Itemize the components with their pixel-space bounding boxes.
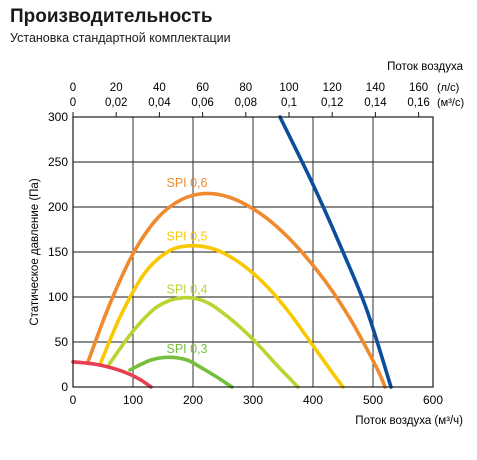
ls-tick-label: 140 — [366, 82, 385, 94]
series-line-spi-0-3 — [128, 355, 234, 389]
m3s-tick-label: 0,08 — [235, 97, 257, 109]
x-tick-label: 300 — [243, 393, 263, 407]
x-tick-label: 100 — [123, 393, 143, 407]
series-label: SPI 0,3 — [167, 342, 208, 356]
x-tick-label: 500 — [363, 393, 383, 407]
m3s-tick-label: 0,14 — [364, 97, 387, 109]
series-label: SPI 0,4 — [167, 282, 208, 296]
series-line — [278, 115, 393, 389]
x-axis-label: Поток воздуха (м³/ч) — [355, 415, 463, 427]
y-tick-label: 200 — [48, 200, 68, 214]
ls-tick-label: 60 — [196, 82, 209, 94]
series-line — [71, 360, 153, 389]
m3s-tick-label: 0,06 — [191, 97, 213, 109]
x-tick-label: 200 — [183, 393, 203, 407]
page-subtitle: Установка стандартной комплектации — [10, 31, 231, 45]
m3s-unit-label: (м³/с) — [437, 97, 464, 109]
series-line-spi-0-5 — [98, 243, 345, 389]
m3s-tick-label: 0,1 — [281, 97, 297, 109]
ls-tick-label: 80 — [239, 82, 252, 94]
m3s-tick-label: 0,04 — [148, 97, 171, 109]
y-tick-label: 250 — [48, 155, 68, 169]
ls-unit-label: (л/с) — [437, 82, 459, 94]
series-label: SPI 0,5 — [167, 229, 208, 243]
y-tick-label: 300 — [48, 110, 68, 124]
series-line-spi-0-6 — [86, 191, 387, 389]
ls-tick-label: 160 — [409, 82, 428, 94]
ls-tick-label: 100 — [279, 82, 298, 94]
ls-tick-label: 120 — [323, 82, 342, 94]
x-tick-label: 600 — [423, 393, 443, 407]
grid — [73, 117, 433, 387]
y-tick-label: 100 — [48, 290, 68, 304]
series-line-spi-0-4 — [107, 295, 300, 389]
y-tick-label: 50 — [55, 335, 69, 349]
m3s-tick-label: 0,12 — [321, 97, 343, 109]
page-title: Производительность — [10, 6, 213, 27]
axes: 0 100 200 300 400 500 600050100150200250300002… — [48, 82, 443, 407]
m3s-tick-label: 0 — [70, 97, 76, 109]
ls-tick-label: 20 — [110, 82, 123, 94]
y-tick-label: 0 — [61, 380, 68, 394]
x-tick-label: 400 — [303, 393, 323, 407]
m3s-tick-label: 0,16 — [407, 97, 429, 109]
y-tick-label: 150 — [48, 245, 68, 259]
ls-tick-label: 0 — [70, 82, 76, 94]
series-labels: SPI 0,6 SPI 0,5 SPI 0,4 SPI 0,3 — [167, 176, 208, 356]
x-tick-label: 0 — [70, 393, 77, 407]
ls-tick-label: 40 — [153, 82, 166, 94]
series-label: SPI 0,6 — [167, 176, 208, 190]
y-axis-label: Статическое давление (Па) — [29, 178, 41, 325]
secondary-axis-title: Поток воздуха — [387, 61, 464, 73]
series-group — [71, 115, 393, 389]
plot-frame — [72, 116, 434, 388]
m3s-tick-label: 0,02 — [105, 97, 127, 109]
